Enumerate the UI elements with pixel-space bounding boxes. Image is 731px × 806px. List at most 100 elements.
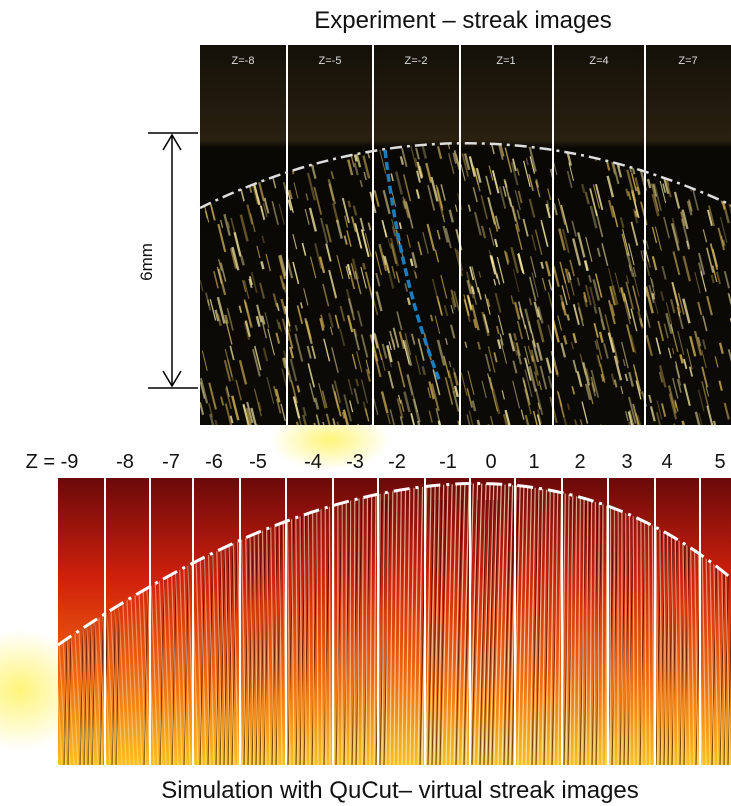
- streak: [587, 385, 594, 405]
- streak: [248, 278, 253, 289]
- streak: [535, 178, 540, 188]
- streak: [454, 248, 464, 277]
- streak: [302, 483, 307, 765]
- streak: [667, 385, 677, 414]
- streak: [702, 229, 708, 243]
- streak: [239, 214, 249, 242]
- streak: [650, 483, 655, 765]
- streak: [453, 385, 459, 398]
- streak: [566, 314, 570, 321]
- streak: [301, 242, 307, 256]
- streak: [659, 180, 667, 204]
- streak: [625, 324, 635, 353]
- streak: [577, 302, 584, 321]
- streak: [345, 265, 350, 280]
- streak: [534, 371, 540, 387]
- streak: [245, 408, 253, 426]
- streak: [321, 390, 328, 409]
- streak: [497, 314, 504, 336]
- streak: [468, 410, 476, 426]
- streak: [613, 355, 623, 381]
- streak: [691, 483, 699, 765]
- streak: [437, 483, 446, 765]
- streak: [404, 283, 409, 292]
- streak: [628, 371, 634, 387]
- streak: [382, 189, 391, 215]
- streak: [477, 483, 489, 765]
- streak: [217, 483, 227, 765]
- streak: [333, 391, 342, 417]
- streak: [691, 186, 699, 211]
- streak: [170, 483, 183, 765]
- streak: [469, 483, 480, 765]
- streak: [513, 301, 521, 320]
- streak: [444, 377, 454, 406]
- streak: [292, 234, 298, 250]
- z-label: -3: [346, 451, 364, 473]
- streak: [697, 301, 703, 316]
- streak: [518, 301, 527, 329]
- streak: [657, 320, 665, 342]
- streak: [278, 203, 285, 225]
- streak: [631, 167, 636, 175]
- streak: [266, 376, 275, 404]
- streak: [628, 396, 637, 425]
- streak: [386, 413, 391, 425]
- streak: [688, 483, 695, 765]
- streak: [589, 286, 597, 307]
- streak: [389, 330, 396, 350]
- streak: [396, 311, 403, 331]
- streak: [322, 283, 330, 307]
- streak: [470, 286, 475, 295]
- streak: [443, 305, 449, 317]
- streak: [293, 182, 299, 199]
- streak: [489, 415, 495, 426]
- streak: [686, 200, 693, 216]
- streak: [135, 483, 151, 765]
- scale-bar: [148, 132, 198, 389]
- streak: [302, 407, 307, 417]
- streak: [491, 389, 501, 415]
- streak: [217, 223, 227, 253]
- z-label: 5: [714, 451, 725, 473]
- streak: [390, 173, 394, 182]
- streak: [461, 483, 472, 765]
- streak: [242, 483, 251, 765]
- streak: [632, 272, 640, 297]
- streak: [706, 295, 713, 316]
- streak: [580, 183, 586, 194]
- streak: [552, 320, 560, 343]
- panel-label: Z=-5: [319, 55, 342, 67]
- streak: [235, 379, 242, 401]
- streak: [684, 483, 691, 765]
- streak: [362, 155, 371, 179]
- streak: [530, 349, 539, 376]
- panel-labels: Z=-8 Z=-5 Z=-2 Z=1 Z=4 Z=7: [232, 55, 698, 67]
- streak: [539, 365, 548, 390]
- z-label: -2: [388, 451, 406, 473]
- streak: [402, 196, 410, 219]
- streak: [706, 483, 715, 765]
- streak: [213, 270, 219, 289]
- streak: [524, 357, 532, 381]
- streak: [333, 380, 342, 404]
- streak: [461, 153, 470, 177]
- streak: [467, 370, 475, 395]
- streak: [528, 276, 537, 302]
- streak: [529, 156, 536, 174]
- streak: [440, 274, 448, 299]
- streak: [714, 356, 719, 368]
- streak: [609, 483, 612, 765]
- streak: [623, 301, 631, 325]
- streak: [619, 499, 627, 765]
- streak: [250, 407, 258, 426]
- streak: [264, 312, 270, 329]
- streak: [178, 483, 191, 765]
- streak: [372, 332, 379, 349]
- streak: [221, 483, 231, 765]
- streak: [373, 190, 380, 207]
- streak: [380, 391, 389, 414]
- streak: [714, 483, 723, 765]
- streak: [473, 211, 482, 236]
